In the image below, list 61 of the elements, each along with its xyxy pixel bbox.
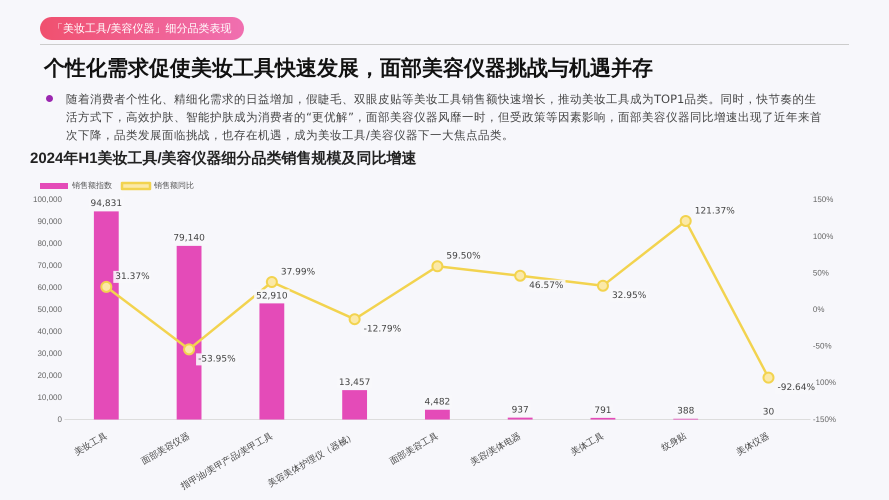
data-label: 121.37%: [694, 206, 736, 216]
y-tick-label: 20,000: [37, 370, 62, 380]
legend-label: 销售额同比: [153, 181, 194, 190]
bar: [342, 390, 368, 420]
point: [762, 372, 774, 384]
x-tick-label: 面部美容工具: [388, 430, 440, 466]
text: 随着消费者个性化、精细化需求的日益增加，假睫毛、双眼皮贴等美妆工具销售额快速增长，推动美妆工具成为TOP1品类。同时，快节奏的生活方式下，高效护肤、智能护肤成为消费者的“更优解”，面部美容仪器风靡一时，但受政策等因素影响，面部美容仪器同比增速出现了近年来首次下降，品类发展面临挑战，也存在机遇，成为美妆工具/美容仪器下一大焦点品类。: [66, 91, 823, 144]
x-tick-label: 美妆工具: [72, 430, 109, 458]
x-tick-label: 纹身贴: [660, 430, 688, 453]
data-label: -12.79%: [364, 324, 402, 335]
y-tick-label: 60,000: [37, 283, 62, 292]
x-tick-label: 美体工具: [569, 430, 606, 458]
text: 个性化需求促使美妆工具快速发展，面部美容仪器挑战与机遇并存: [44, 55, 653, 82]
data-label: 94,831: [90, 199, 122, 210]
data-label: 13,457: [338, 378, 370, 388]
point: [266, 276, 278, 288]
x-tick-label: 面部美容仪器: [140, 430, 192, 466]
y2-tick-label: -50%: [812, 342, 832, 351]
y-tick-label: 100,000: [32, 195, 62, 204]
point: [183, 343, 196, 356]
y-tick-label: 30,000: [37, 348, 62, 358]
data-label: -92.64%: [777, 382, 816, 393]
text: 「美妆工具/美容仪器」细分品类表现: [40, 17, 244, 40]
y-tick-label: 10,000: [37, 392, 62, 402]
legend-label: 销售额指数: [71, 181, 112, 190]
y-tick-label: 40,000: [37, 326, 62, 336]
y-tick-label: 50,000: [37, 305, 62, 314]
data-label: 79,140: [173, 234, 206, 244]
bar: [259, 303, 284, 420]
point: [514, 270, 526, 282]
point: [680, 214, 692, 227]
data-label: 388: [677, 406, 695, 417]
y-tick-label: 90,000: [37, 217, 62, 226]
data-label: 59.50%: [446, 252, 482, 262]
point: [596, 280, 609, 292]
y2-tick-label: 0%: [812, 305, 824, 314]
point: [348, 313, 361, 326]
data-label: -53.95%: [198, 354, 236, 365]
data-label: 32.95%: [612, 291, 647, 302]
y2-tick-label: 50%: [812, 268, 829, 278]
bar: [424, 410, 450, 420]
y-tick-label: 0: [57, 414, 62, 424]
data-label: 52,910: [256, 291, 288, 302]
y2-tick-label: -150%: [812, 414, 836, 424]
y2-tick-label: 100%: [812, 232, 834, 241]
y2-tick-label: 150%: [812, 195, 834, 204]
data-label: 30: [762, 407, 774, 418]
x-tick-label: 美体仪器: [734, 430, 771, 458]
y2-tick-label: -100%: [812, 378, 836, 388]
data-label: 31.37%: [115, 272, 150, 282]
y-tick-label: 80,000: [37, 239, 62, 248]
data-label: 791: [594, 406, 612, 416]
data-label: 37.99%: [280, 267, 316, 278]
point: [100, 280, 112, 293]
data-label: 937: [512, 405, 529, 416]
x-tick-label: 美容/美体电器: [468, 430, 522, 468]
data-label: 46.57%: [529, 281, 564, 292]
data-label: 4,482: [424, 398, 450, 408]
chart-title: 2024年H1美妆工具/美容仪器细分品类销售规模及同比增速: [30, 149, 418, 168]
point: [431, 260, 444, 272]
y-tick-label: 70,000: [37, 261, 62, 270]
